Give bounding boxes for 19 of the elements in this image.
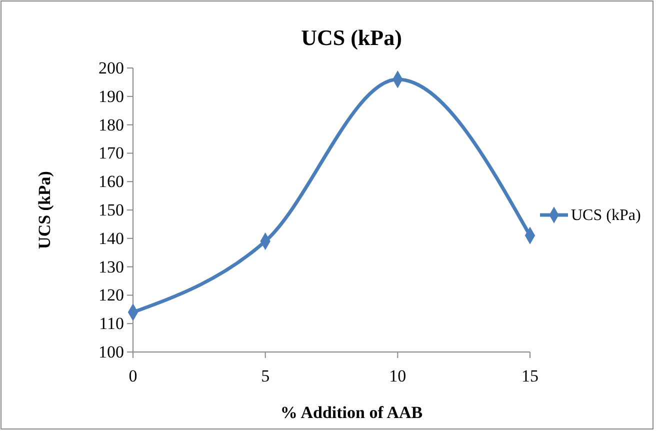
y-tick-label: 100 <box>98 342 124 362</box>
x-tick-label: 15 <box>522 366 538 386</box>
x-tick-label: 10 <box>389 366 406 386</box>
y-axis-title: UCS (kPa) <box>35 171 54 249</box>
x-tick-label: 5 <box>261 366 270 386</box>
y-tick-label: 170 <box>98 144 124 163</box>
legend-label: UCS (kPa) <box>571 207 641 224</box>
y-tick-label: 180 <box>98 115 124 134</box>
x-tick-label: 0 <box>128 366 138 386</box>
y-tick-label: 190 <box>98 86 124 106</box>
x-axis-title: % Addition of AAB <box>280 403 423 422</box>
y-tick-label: 150 <box>98 200 124 220</box>
y-tick-label: 120 <box>98 286 124 305</box>
y-tick-label: 160 <box>98 172 124 192</box>
y-tick-label: 130 <box>98 257 124 276</box>
y-tick-label: 140 <box>98 228 124 248</box>
chart-title: UCS (kPa) <box>301 25 402 50</box>
y-tick-label: 200 <box>98 58 124 78</box>
y-tick-label: 110 <box>99 314 124 334</box>
